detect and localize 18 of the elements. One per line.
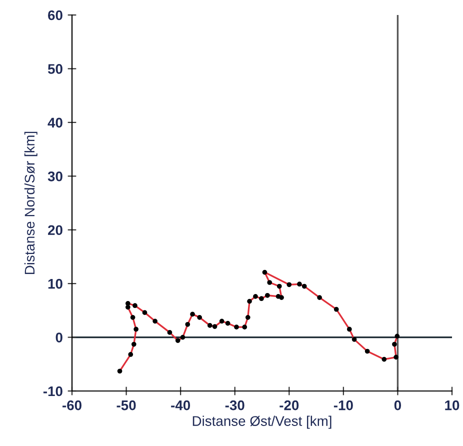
x-tick-label: -20 bbox=[280, 400, 299, 410]
x-tick-label: -40 bbox=[171, 400, 190, 410]
x-tick-label: 0 bbox=[394, 400, 402, 410]
y-tick-label: 40 bbox=[48, 118, 62, 128]
y-axis-title: Distanse Nord/Sør [km] bbox=[24, 132, 38, 274]
y-tick-label: 50 bbox=[48, 64, 62, 74]
y-tick-label: 60 bbox=[48, 10, 62, 20]
x-tick-label: -60 bbox=[62, 400, 82, 410]
x-tick-label: -30 bbox=[225, 400, 244, 410]
x-tick-label: 10 bbox=[445, 400, 460, 410]
y-tick-label: 20 bbox=[48, 225, 62, 236]
x-tick-label: -50 bbox=[116, 400, 136, 410]
y-tick-label: 0 bbox=[56, 332, 62, 342]
x-tick-label: -10 bbox=[334, 400, 353, 410]
x-axis-title: Distanse Øst/Vest [km] bbox=[192, 416, 332, 429]
y-tick-label: -10 bbox=[43, 386, 62, 396]
y-tick-label: 30 bbox=[48, 171, 62, 182]
y-tick-label: 10 bbox=[48, 278, 62, 289]
